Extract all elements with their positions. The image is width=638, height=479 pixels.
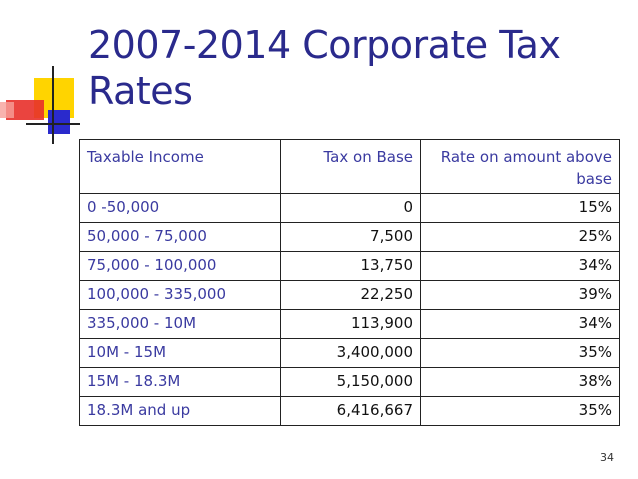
cell-taxable-income: 0 -50,000 bbox=[79, 193, 281, 223]
cell-rate: 34% bbox=[420, 251, 620, 281]
table-row: 75,000 - 100,000 13,750 34% bbox=[79, 251, 620, 281]
cell-tax-on-base: 3,400,000 bbox=[280, 338, 421, 368]
table-row: 335,000 - 10M 113,900 34% bbox=[79, 309, 620, 339]
cell-taxable-income: 10M - 15M bbox=[79, 338, 281, 368]
page-number: 34 bbox=[600, 451, 614, 464]
table-row: 0 -50,000 0 15% bbox=[79, 193, 620, 223]
cell-rate: 39% bbox=[420, 280, 620, 310]
table-row: 100,000 - 335,000 22,250 39% bbox=[79, 280, 620, 310]
cell-rate: 35% bbox=[420, 396, 620, 426]
cell-rate: 25% bbox=[420, 222, 620, 252]
cell-rate: 38% bbox=[420, 367, 620, 397]
deco-red-fade bbox=[0, 102, 14, 118]
cell-tax-on-base: 22,250 bbox=[280, 280, 421, 310]
cell-tax-on-base: 0 bbox=[280, 193, 421, 223]
deco-blue-square bbox=[48, 110, 70, 134]
cell-taxable-income: 15M - 18.3M bbox=[79, 367, 281, 397]
header-tax-on-base: Tax on Base bbox=[280, 139, 421, 194]
header-taxable-income: Taxable Income bbox=[79, 139, 281, 194]
cell-taxable-income: 75,000 - 100,000 bbox=[79, 251, 281, 281]
page-title: 2007-2014 Corporate Tax Rates bbox=[88, 23, 561, 113]
cell-taxable-income: 50,000 - 75,000 bbox=[79, 222, 281, 252]
table-row: 15M - 18.3M 5,150,000 38% bbox=[79, 367, 620, 397]
table-row: 18.3M and up 6,416,667 35% bbox=[79, 396, 620, 426]
cell-tax-on-base: 113,900 bbox=[280, 309, 421, 339]
cell-taxable-income: 100,000 - 335,000 bbox=[79, 280, 281, 310]
cell-rate: 15% bbox=[420, 193, 620, 223]
table-header-row: Taxable Income Tax on Base Rate on amoun… bbox=[79, 139, 620, 194]
decorative-squares-logo bbox=[0, 66, 80, 144]
cell-tax-on-base: 13,750 bbox=[280, 251, 421, 281]
table-row: 50,000 - 75,000 7,500 25% bbox=[79, 222, 620, 252]
cell-rate: 34% bbox=[420, 309, 620, 339]
cell-taxable-income: 335,000 - 10M bbox=[79, 309, 281, 339]
cell-taxable-income: 18.3M and up bbox=[79, 396, 281, 426]
tax-rate-table: Taxable Income Tax on Base Rate on amoun… bbox=[79, 139, 620, 426]
header-rate-above-base: Rate on amount above base bbox=[420, 139, 620, 194]
cell-tax-on-base: 6,416,667 bbox=[280, 396, 421, 426]
deco-red-bar bbox=[6, 100, 44, 120]
cell-tax-on-base: 7,500 bbox=[280, 222, 421, 252]
table-row: 10M - 15M 3,400,000 35% bbox=[79, 338, 620, 368]
cell-rate: 35% bbox=[420, 338, 620, 368]
cell-tax-on-base: 5,150,000 bbox=[280, 367, 421, 397]
